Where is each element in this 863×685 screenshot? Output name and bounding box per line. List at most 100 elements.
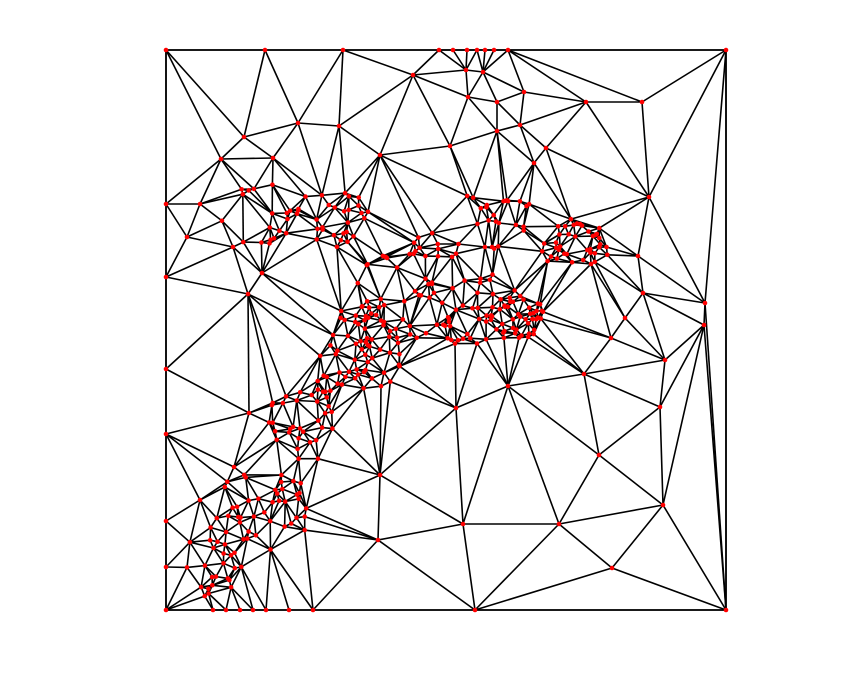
- mesh-edge: [570, 196, 650, 220]
- mesh-edge: [379, 154, 420, 238]
- mesh-edge: [292, 400, 298, 428]
- mesh-node: [353, 341, 359, 347]
- mesh-edge: [497, 229, 525, 248]
- mesh-edge: [304, 529, 379, 541]
- mesh-edge: [543, 225, 559, 245]
- mesh-node: [463, 67, 469, 73]
- mesh-node: [344, 229, 349, 235]
- mesh-node: [322, 410, 328, 416]
- mesh-node: [439, 300, 445, 306]
- mesh-edge: [347, 217, 365, 224]
- mesh-node: [498, 297, 503, 302]
- mesh-node: [342, 190, 348, 196]
- mesh-node: [453, 405, 459, 411]
- mesh-node: [232, 550, 237, 556]
- mesh-edge: [296, 399, 318, 403]
- mesh-node: [296, 436, 301, 441]
- mesh-node: [387, 328, 393, 334]
- mesh-edge: [528, 162, 535, 205]
- mesh-node: [513, 222, 519, 228]
- mesh-edge: [269, 500, 280, 522]
- mesh-edge: [212, 547, 225, 564]
- mesh-edge: [319, 334, 334, 357]
- mesh-node: [359, 304, 365, 310]
- mesh-edge: [363, 217, 384, 257]
- mesh-edge: [322, 221, 349, 229]
- mesh-edge: [379, 474, 464, 525]
- mesh-node: [512, 288, 517, 293]
- mesh-edge: [611, 567, 727, 611]
- mesh-node: [579, 223, 585, 228]
- mesh-edge: [454, 343, 457, 409]
- mesh-edge: [507, 385, 560, 525]
- mesh-edge: [397, 337, 417, 344]
- mesh-node: [402, 298, 407, 304]
- mesh-node: [557, 244, 563, 249]
- mesh-node: [566, 232, 571, 237]
- mesh-node: [449, 254, 455, 260]
- mesh-edge: [315, 239, 342, 312]
- mesh-edge: [533, 147, 547, 164]
- mesh-edge: [380, 372, 385, 387]
- mesh-node: [491, 47, 497, 53]
- mesh-node: [723, 47, 729, 53]
- mesh-edge: [519, 260, 549, 297]
- mesh-edge: [409, 325, 427, 334]
- mesh-node: [537, 302, 543, 307]
- mesh-node: [314, 217, 319, 222]
- mesh-edge: [338, 49, 344, 127]
- mesh-node: [259, 240, 264, 245]
- mesh-edge: [212, 579, 230, 587]
- mesh-node: [373, 312, 379, 318]
- mesh-node: [396, 362, 402, 368]
- mesh-edge: [347, 212, 362, 224]
- mesh-node: [701, 322, 707, 328]
- mesh-node: [429, 230, 435, 236]
- mesh-edge: [199, 499, 218, 519]
- mesh-node: [337, 370, 342, 375]
- mesh-edge: [462, 292, 479, 307]
- mesh-node: [219, 218, 225, 224]
- mesh-node: [245, 536, 250, 541]
- mesh-node: [456, 241, 461, 247]
- mesh-node: [288, 521, 294, 526]
- mesh-node: [472, 607, 478, 613]
- mesh-node: [435, 253, 441, 259]
- mesh-edge: [572, 261, 592, 265]
- mesh-edge: [648, 49, 727, 198]
- mesh-node: [418, 293, 424, 298]
- mesh-edge: [186, 203, 201, 238]
- mesh-edge: [189, 526, 212, 543]
- mesh-node: [702, 300, 708, 306]
- mesh-node: [326, 202, 332, 208]
- mesh-edge: [341, 383, 364, 390]
- mesh-edge: [499, 308, 514, 320]
- mesh-node: [483, 337, 489, 342]
- mesh-edge: [305, 507, 379, 541]
- mesh-node: [315, 226, 320, 232]
- mesh-node: [588, 250, 593, 256]
- mesh-edge: [507, 200, 517, 226]
- mesh-edge: [533, 162, 572, 220]
- mesh-edge: [332, 319, 346, 336]
- mesh-edge: [467, 96, 498, 103]
- mesh-edge: [493, 200, 505, 216]
- mesh-edge: [280, 458, 300, 476]
- mesh-node: [531, 331, 536, 337]
- mesh-edge: [367, 154, 381, 212]
- mesh-edge: [371, 335, 390, 341]
- mesh-node: [540, 309, 546, 315]
- mesh-node: [364, 336, 370, 341]
- mesh-edge: [395, 328, 411, 336]
- mesh-node: [378, 318, 384, 323]
- mesh-edge: [357, 282, 368, 302]
- mesh-edge: [220, 158, 243, 190]
- mesh-edge: [431, 256, 439, 283]
- mesh-edge: [585, 101, 650, 198]
- mesh-node: [245, 291, 251, 297]
- mesh-node: [316, 418, 321, 423]
- mesh-edge: [431, 281, 453, 289]
- mesh-edge: [317, 428, 334, 460]
- mesh-edge: [414, 283, 429, 292]
- mesh-edge: [519, 101, 587, 126]
